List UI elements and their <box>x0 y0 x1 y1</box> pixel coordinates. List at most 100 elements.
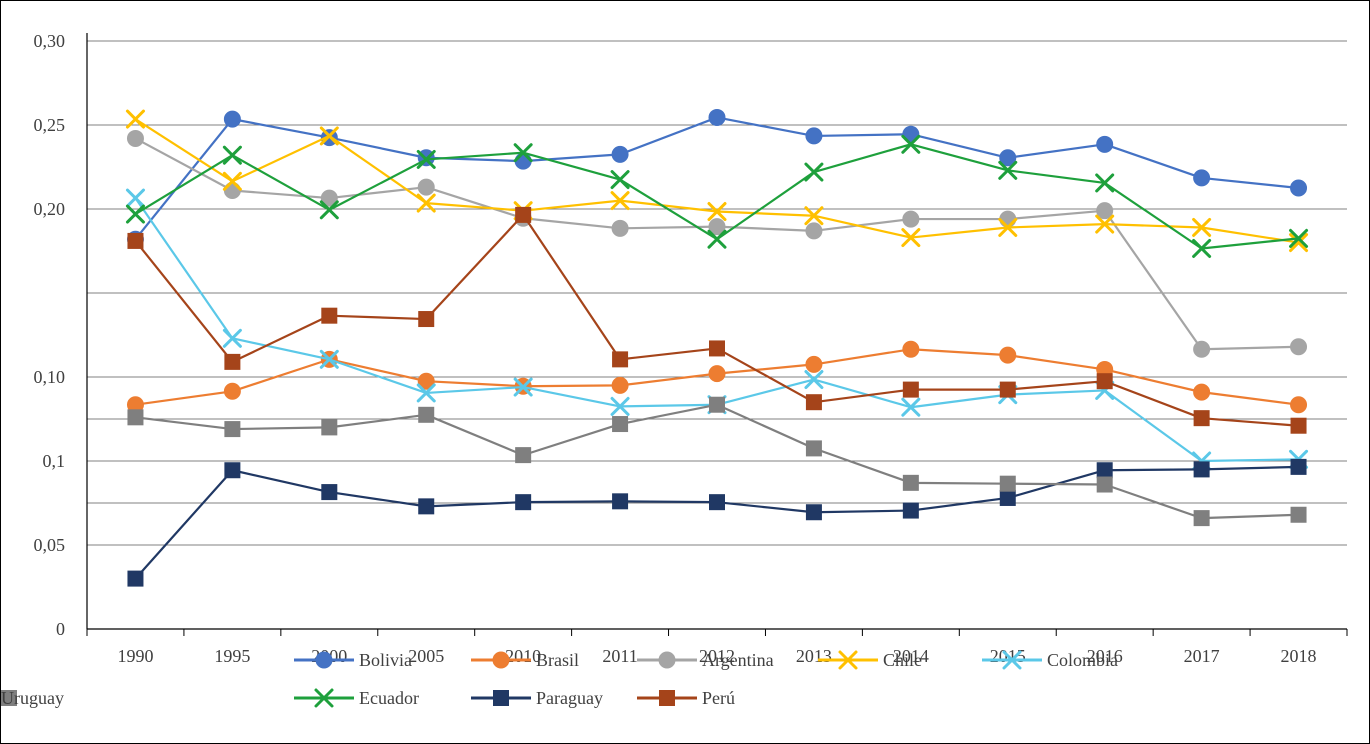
data-point-per <box>224 353 241 370</box>
series-line-paraguay <box>134 465 1299 580</box>
data-point-chile <box>998 217 1018 237</box>
data-point-ecuador <box>222 145 242 165</box>
data-point-per <box>902 381 919 398</box>
data-point-brasil <box>902 340 920 358</box>
marker-x-stroke <box>998 160 1018 180</box>
data-point-bolivia <box>1096 135 1114 153</box>
marker-x-stroke <box>610 396 630 416</box>
data-point-ecuador <box>513 143 533 163</box>
series-per <box>127 206 1307 434</box>
data-point-uruguay <box>1193 510 1210 527</box>
data-point-paraguay <box>127 570 144 587</box>
legend-label: Chile <box>883 650 922 670</box>
data-point-bolivia <box>611 145 629 163</box>
series-uruguay <box>127 396 1307 527</box>
legend-label: Ecuador <box>359 688 419 708</box>
data-point-brasil <box>223 382 241 400</box>
marker-x-stroke <box>319 349 339 369</box>
data-point-paraguay <box>612 493 629 510</box>
data-point-chile <box>1289 233 1309 253</box>
data-point-ecuador <box>125 204 145 224</box>
data-point-per <box>709 340 725 357</box>
data-point-uruguay <box>127 409 144 426</box>
data-point-colombia <box>416 383 436 403</box>
marker-x-stroke <box>513 377 533 397</box>
data-point-paraguay <box>1290 458 1307 475</box>
data-point-bolivia <box>514 152 532 170</box>
data-point-argentina <box>1193 340 1211 358</box>
legend-label: Uruguay <box>1 688 64 708</box>
marker-x-stroke <box>804 370 824 390</box>
data-point-uruguay <box>1096 476 1113 493</box>
data-point-uruguay <box>709 396 725 413</box>
data-point-colombia <box>610 396 630 416</box>
series-ecuador <box>125 134 1309 258</box>
data-point-paraguay <box>224 462 241 479</box>
data-point-per <box>612 351 629 368</box>
data-point-paraguay <box>709 494 725 511</box>
marker-x-stroke <box>125 188 145 208</box>
series-line-per <box>134 213 1299 427</box>
data-point-uruguay <box>224 421 241 438</box>
data-point-colombia <box>901 397 921 417</box>
legend-marker <box>492 651 510 669</box>
legend-item-ecuador: Ecuador <box>294 688 419 708</box>
legend-label: Perú <box>702 688 735 708</box>
data-point-brasil <box>1290 396 1308 414</box>
legend-marker <box>1 690 17 706</box>
x-tick-label: 1990 <box>117 646 153 666</box>
legend-marker <box>658 651 676 669</box>
legend-item-bolivia: Bolivia <box>294 650 412 670</box>
x-tick-label: 2005 <box>408 646 444 666</box>
data-point-argentina <box>611 219 629 237</box>
data-point-ecuador <box>1192 238 1212 258</box>
data-point-chile <box>610 191 630 211</box>
marker-x-stroke <box>610 191 630 211</box>
data-point-paraguay <box>515 494 532 511</box>
data-point-per <box>1290 417 1307 434</box>
data-point-paraguay <box>999 489 1016 506</box>
data-point-paraguay <box>418 498 435 515</box>
data-point-argentina <box>417 178 435 196</box>
data-point-chile <box>416 193 436 213</box>
data-point-chile <box>707 202 727 222</box>
data-point-bolivia <box>708 108 726 126</box>
data-point-argentina <box>126 129 144 147</box>
legend-label: Argentina <box>702 650 774 670</box>
data-point-paraguay <box>1193 461 1210 478</box>
data-point-bolivia <box>805 127 823 145</box>
data-point-bolivia <box>999 149 1017 167</box>
legend-item-brasil: Brasil <box>471 650 579 670</box>
y-tick-label: 0,20 <box>34 199 66 219</box>
data-point-brasil <box>708 365 726 383</box>
data-point-uruguay <box>1290 506 1307 523</box>
data-point-ecuador <box>1095 173 1115 193</box>
data-point-colombia <box>513 377 533 397</box>
data-point-argentina <box>805 222 823 240</box>
legend-label: Bolivia <box>359 650 412 670</box>
marker-x-stroke <box>1095 173 1115 193</box>
series-argentina <box>126 129 1308 358</box>
legend: Bolivia Brasil Argentina Chile Colombia Ecuad… <box>1 650 1118 708</box>
legend-label: Colombia <box>1047 650 1118 670</box>
data-point-chile <box>222 171 242 191</box>
legend-marker <box>314 688 334 708</box>
x-tick-label: 2014 <box>893 646 929 666</box>
data-point-argentina <box>1096 202 1114 220</box>
x-tick-label: 2018 <box>1281 646 1317 666</box>
marker-x-stroke <box>804 206 824 226</box>
data-point-argentina <box>902 210 920 228</box>
data-point-brasil <box>805 355 823 373</box>
data-point-paraguay <box>321 484 338 501</box>
data-point-per <box>1193 410 1210 427</box>
marker-x-stroke <box>1002 650 1022 670</box>
marker-x-stroke <box>901 228 921 248</box>
y-tick-label: 0,30 <box>34 31 66 51</box>
data-point-colombia <box>222 328 242 348</box>
marker-x-stroke <box>416 149 436 169</box>
marker-x-stroke <box>222 328 242 348</box>
data-point-argentina <box>1290 338 1308 356</box>
data-point-per <box>999 381 1016 398</box>
